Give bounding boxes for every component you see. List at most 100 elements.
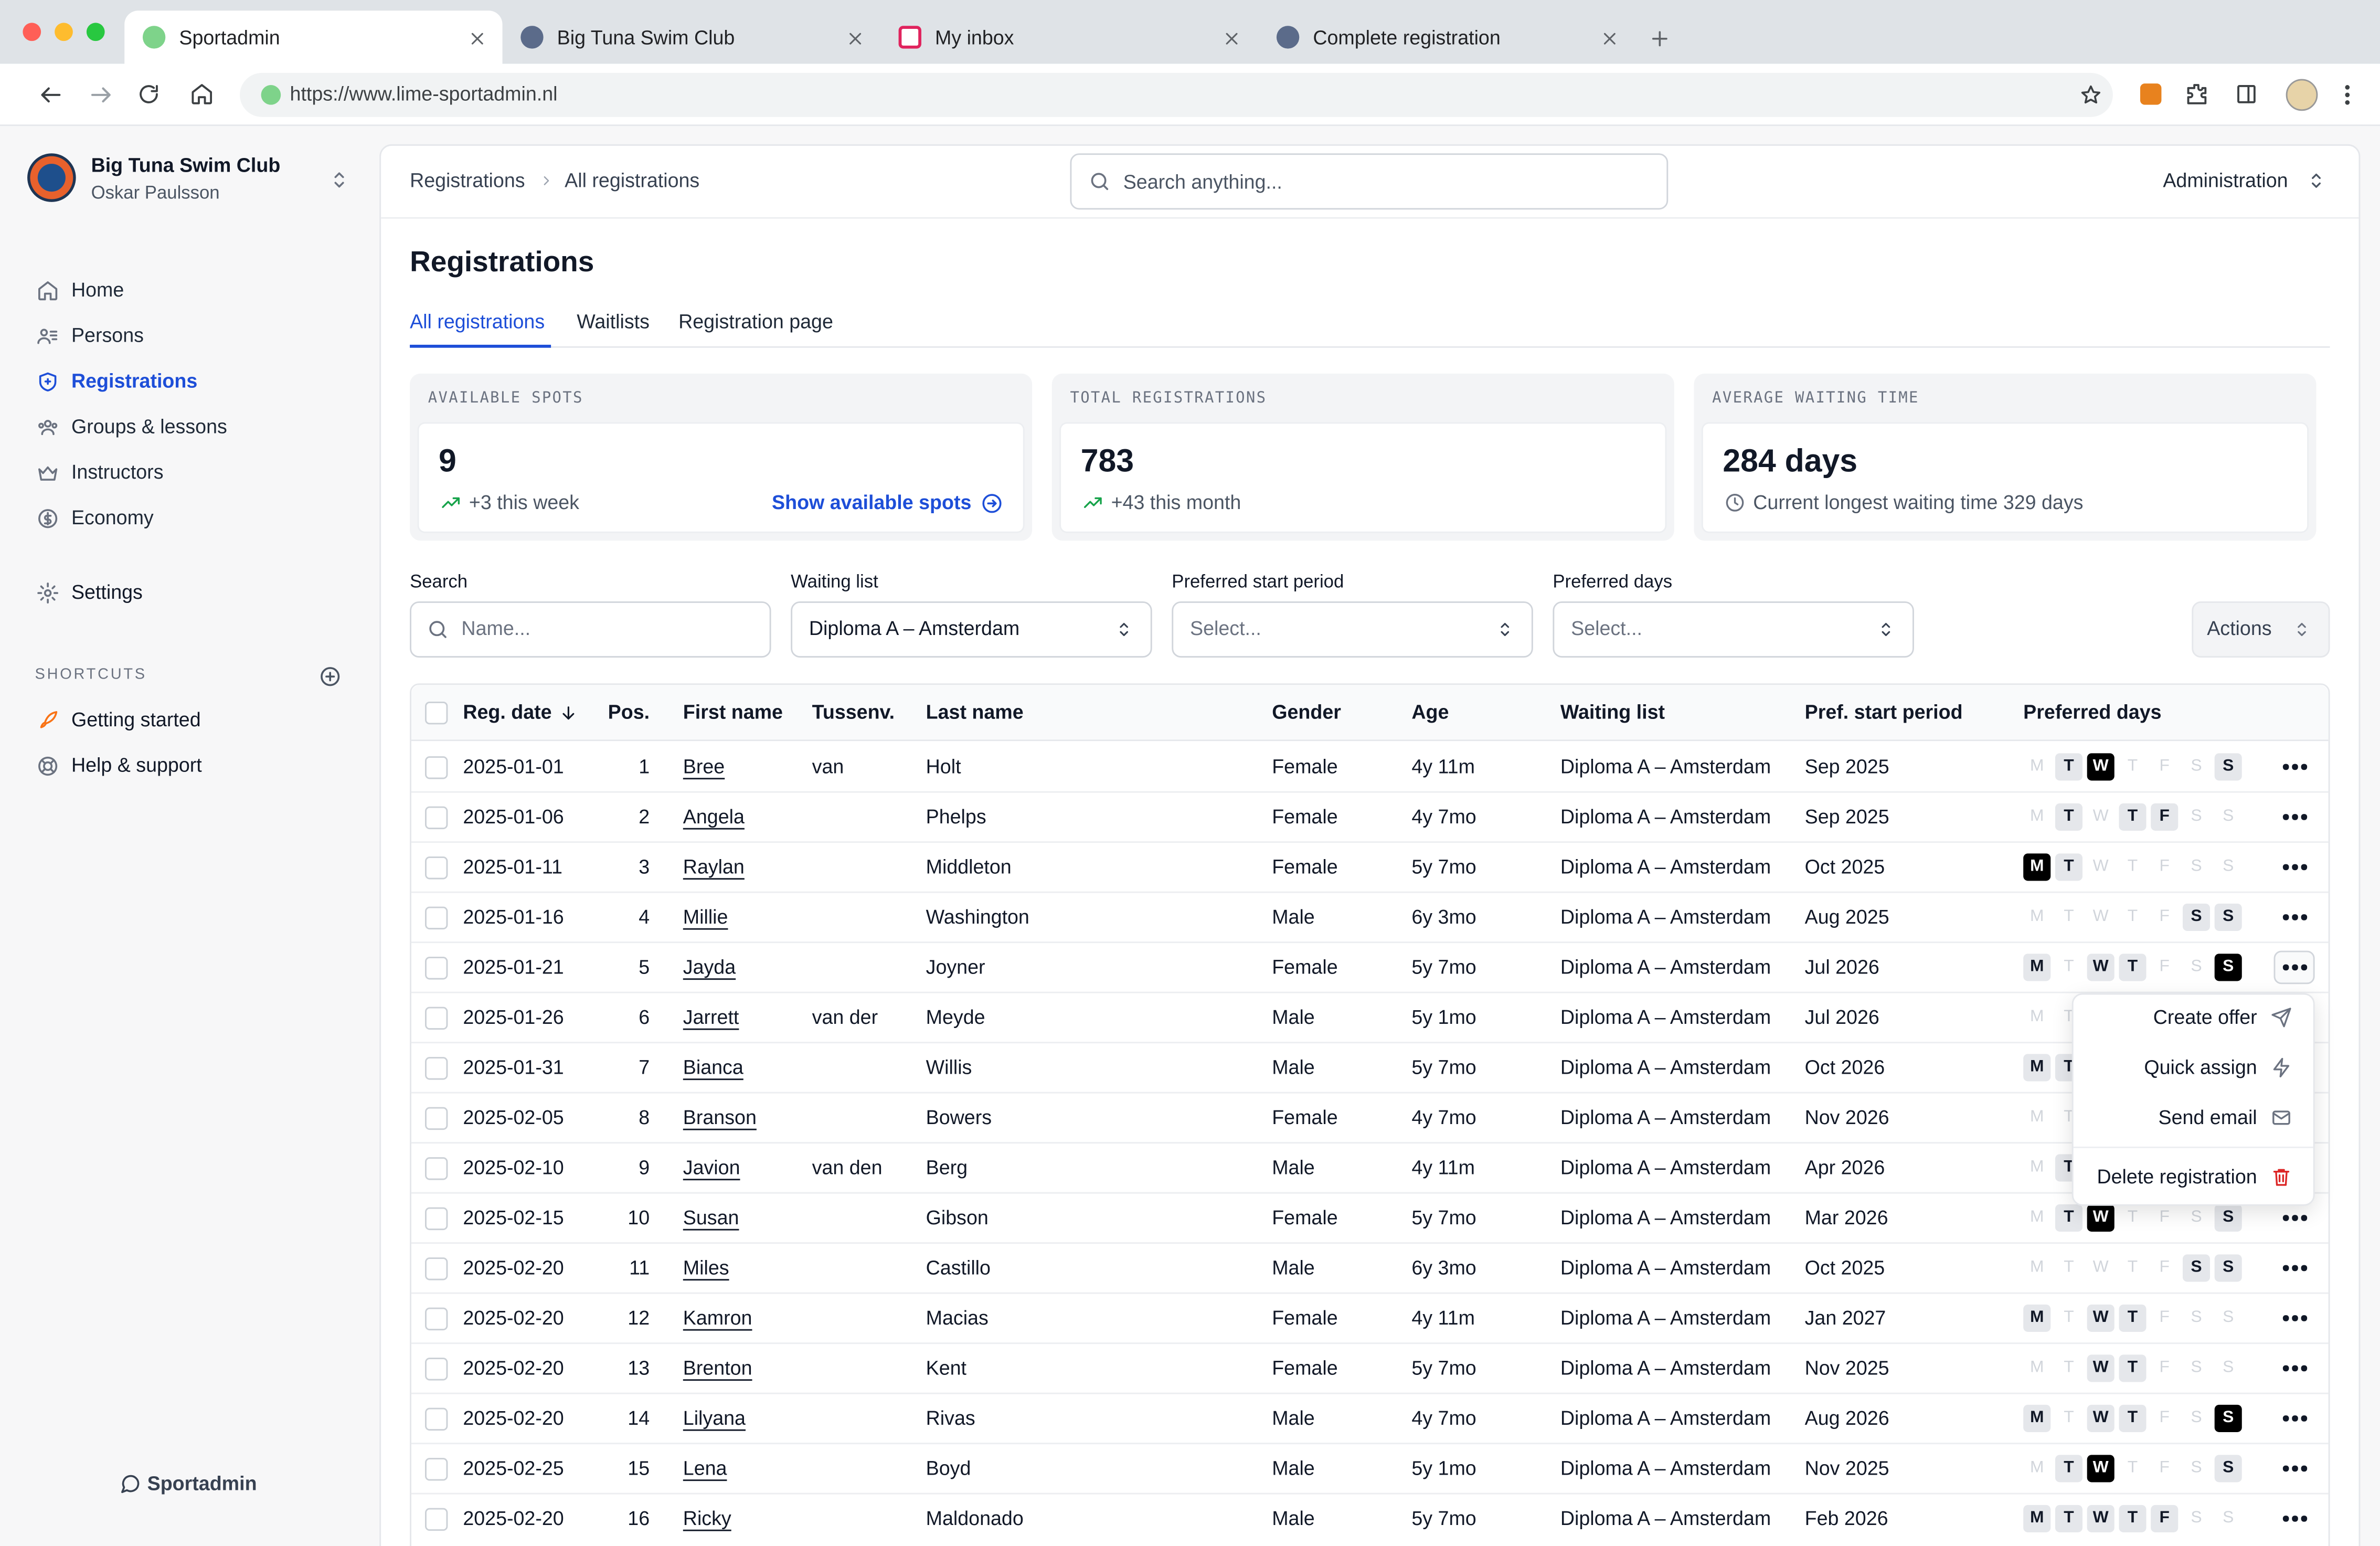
- person-link[interactable]: Branson: [683, 1106, 757, 1129]
- actions-button[interactable]: [2192, 601, 2330, 658]
- person-link[interactable]: Lena: [683, 1456, 727, 1480]
- nav-item[interactable]: Home: [71, 278, 124, 301]
- active-tab[interactable]: [124, 10, 503, 64]
- extensions[interactable]: [2184, 82, 2208, 106]
- shortcut-item[interactable]: Getting started: [71, 708, 201, 731]
- nav-item[interactable]: Economy: [71, 506, 154, 529]
- breadcrumb[interactable]: Registrations: [410, 168, 525, 192]
- side-panel[interactable]: [2234, 82, 2258, 106]
- person-link[interactable]: Bianca: [683, 1055, 743, 1079]
- window-control[interactable]: [23, 23, 41, 41]
- checkbox[interactable]: [425, 1458, 448, 1481]
- row-actions[interactable]: [2274, 1452, 2315, 1486]
- tab-close[interactable]: [1599, 28, 1619, 48]
- window-control[interactable]: [86, 23, 105, 41]
- person-link[interactable]: Javion: [683, 1156, 740, 1179]
- person-link[interactable]: Miles: [683, 1256, 729, 1279]
- person-link[interactable]: Susan: [683, 1206, 739, 1229]
- checkbox[interactable]: [425, 1057, 448, 1080]
- tab-title[interactable]: Sportadmin: [179, 26, 280, 49]
- row-actions[interactable]: [2274, 1301, 2315, 1335]
- checkbox[interactable]: [425, 1107, 448, 1130]
- nav-item[interactable]: Settings: [71, 580, 143, 603]
- nav-item[interactable]: Instructors: [71, 460, 164, 483]
- menu-dot[interactable]: [2345, 85, 2350, 90]
- checkbox[interactable]: [425, 756, 448, 779]
- sort-icon[interactable]: [558, 702, 578, 722]
- tab-title[interactable]: My inbox: [935, 26, 1014, 49]
- row-actions[interactable]: [2274, 1252, 2315, 1285]
- person-link[interactable]: Raylan: [683, 855, 745, 878]
- club-switcher[interactable]: [327, 168, 349, 190]
- stat-link[interactable]: Show available spots: [772, 491, 972, 514]
- row-actions[interactable]: [2274, 800, 2315, 834]
- window-control[interactable]: [55, 23, 73, 41]
- row-actions[interactable]: [2274, 901, 2315, 934]
- new-tab[interactable]: [1648, 27, 1670, 49]
- filter-field[interactable]: [1172, 601, 1533, 658]
- person-link[interactable]: Lilyana: [683, 1406, 746, 1429]
- checkbox[interactable]: [425, 806, 448, 830]
- checkbox[interactable]: [425, 1358, 448, 1381]
- page-tab[interactable]: Registration page: [678, 310, 833, 333]
- filter-field[interactable]: [410, 601, 771, 658]
- bookmark-star[interactable]: [2079, 83, 2101, 105]
- admin-switcher[interactable]: [2305, 170, 2327, 192]
- checkbox[interactable]: [425, 957, 448, 980]
- row-actions[interactable]: [2274, 1402, 2315, 1435]
- tab-close[interactable]: [467, 28, 487, 48]
- tab-title[interactable]: Complete registration: [1313, 26, 1501, 49]
- person-link[interactable]: Brenton: [683, 1356, 752, 1380]
- back-button[interactable]: [37, 81, 63, 107]
- stat-link-icon[interactable]: [980, 491, 1002, 514]
- filter-field[interactable]: [1553, 601, 1914, 658]
- person-link[interactable]: Angela: [683, 805, 745, 828]
- checkbox[interactable]: [425, 1307, 448, 1331]
- person-link[interactable]: Bree: [683, 755, 725, 778]
- admin-menu[interactable]: Administration: [2163, 168, 2288, 192]
- row-actions[interactable]: [2273, 950, 2315, 984]
- checkbox[interactable]: [425, 906, 448, 930]
- menu-dot[interactable]: [2345, 100, 2350, 105]
- person-link[interactable]: Jarrett: [683, 1005, 739, 1029]
- row-actions[interactable]: [2274, 1201, 2315, 1235]
- reload-button[interactable]: [136, 82, 161, 106]
- checkbox[interactable]: [425, 1407, 448, 1431]
- tab-close[interactable]: [1221, 28, 1241, 48]
- filter-field[interactable]: [791, 601, 1152, 658]
- checkbox[interactable]: [425, 1508, 448, 1531]
- forward-button[interactable]: [87, 81, 113, 107]
- person-link[interactable]: Jayda: [683, 955, 736, 979]
- row-actions[interactable]: [2274, 750, 2315, 784]
- menu-item[interactable]: Send email: [2158, 1106, 2257, 1129]
- tab-close[interactable]: [845, 28, 865, 48]
- nav-item[interactable]: Registrations: [71, 369, 198, 393]
- column-header[interactable]: Reg. date: [463, 700, 552, 724]
- menu-item[interactable]: Create offer: [2153, 1005, 2257, 1029]
- checkbox[interactable]: [425, 1207, 448, 1231]
- person-link[interactable]: Millie: [683, 905, 728, 928]
- row-actions[interactable]: [2274, 1502, 2315, 1536]
- shortcut-item[interactable]: Help & support: [71, 753, 202, 777]
- checkbox[interactable]: [425, 1157, 448, 1180]
- tab-title[interactable]: Big Tuna Swim Club: [557, 26, 735, 49]
- add-shortcut[interactable]: [318, 664, 341, 687]
- person-link[interactable]: Ricky: [683, 1507, 731, 1530]
- profile-avatar[interactable]: [2286, 79, 2318, 111]
- page-tab[interactable]: All registrations: [410, 310, 545, 333]
- checkbox[interactable]: [425, 701, 448, 725]
- page-tab[interactable]: Waitlists: [577, 310, 650, 333]
- checkbox[interactable]: [425, 856, 448, 880]
- url-field[interactable]: [240, 72, 2113, 117]
- global-search[interactable]: [1070, 153, 1669, 210]
- nav-item[interactable]: Persons: [71, 323, 144, 347]
- checkbox[interactable]: [425, 1007, 448, 1030]
- menu-item[interactable]: Delete registration: [2097, 1165, 2257, 1188]
- menu-dot[interactable]: [2345, 92, 2350, 98]
- row-actions[interactable]: [2274, 1352, 2315, 1385]
- menu-item[interactable]: Quick assign: [2144, 1055, 2257, 1079]
- nav-item[interactable]: Groups & lessons: [71, 415, 227, 438]
- home-button[interactable]: [190, 82, 214, 106]
- checkbox[interactable]: [425, 1257, 448, 1280]
- row-actions[interactable]: [2274, 851, 2315, 884]
